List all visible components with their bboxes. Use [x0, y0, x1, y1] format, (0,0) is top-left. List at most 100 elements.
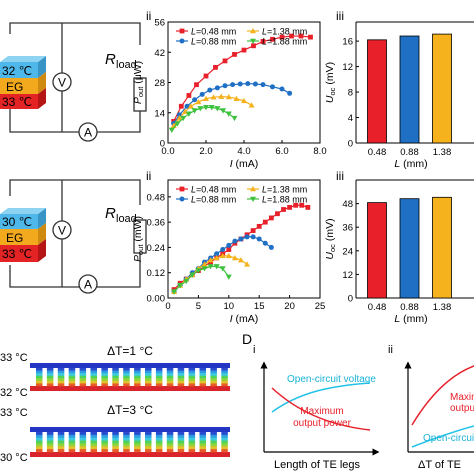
te-leg-segment	[90, 432, 97, 436]
hot-temp-label: 33 ℃	[2, 95, 32, 109]
data-point	[213, 254, 220, 261]
te-leg-segment	[57, 373, 65, 377]
te-leg-segment	[46, 373, 54, 377]
te-leg-segment	[90, 380, 97, 384]
te-leg-segment	[155, 378, 163, 382]
te-leg-segment	[36, 440, 43, 444]
te-leg-segment	[123, 446, 130, 450]
te-leg-segment	[36, 378, 43, 382]
data-point	[305, 204, 311, 210]
x-tick-label: 0.88	[400, 302, 419, 313]
te-leg-segment	[79, 434, 87, 439]
te-leg-segment	[79, 368, 87, 371]
te-leg-segment	[155, 449, 163, 453]
hot-plate	[30, 452, 230, 457]
te-leg-segment	[188, 383, 196, 387]
hot-temp-label: 33 °C	[0, 407, 28, 419]
te-leg-segment	[101, 449, 108, 453]
te-leg-segment	[210, 434, 217, 439]
circuit-wire	[9, 22, 141, 45]
te-leg-segment	[112, 378, 119, 382]
te-leg-segment	[166, 370, 174, 374]
te-leg-segment	[90, 440, 97, 444]
voltage-curve	[411, 425, 474, 448]
x-tick-label: 25	[315, 301, 326, 312]
te-leg-segment	[46, 437, 54, 441]
te-leg-segment	[199, 434, 206, 439]
te-leg-segment	[199, 449, 206, 453]
y-tick-label: 48	[342, 199, 353, 210]
data-point	[299, 202, 305, 208]
te-leg-segment	[68, 437, 76, 441]
cold-plate	[30, 363, 230, 368]
te-leg-segment	[177, 437, 185, 441]
data-point	[232, 52, 237, 57]
te-leg-segment	[188, 446, 196, 450]
te-leg-segment	[123, 443, 130, 447]
data-point	[241, 47, 247, 53]
data-point	[268, 215, 274, 221]
te-leg-segment	[57, 383, 65, 387]
data-point	[201, 266, 208, 272]
te-leg-segment	[36, 446, 43, 450]
te-leg-segment	[210, 446, 217, 450]
data-point	[207, 257, 214, 263]
te-leg-segment	[68, 449, 76, 453]
te-leg-segment	[221, 378, 228, 382]
data-point	[230, 82, 236, 88]
schematic-length: Open-circuit voltage Maximum output powe…	[260, 361, 380, 471]
te-leg-segment	[46, 434, 54, 439]
data-point	[279, 86, 285, 92]
data-point	[275, 211, 280, 217]
te-leg-segment	[112, 434, 119, 439]
te-leg-segment	[155, 370, 163, 374]
te-leg-segment	[166, 446, 174, 450]
series-line	[173, 236, 272, 293]
series-line	[173, 265, 230, 293]
hot-layer	[0, 245, 38, 262]
te-leg-segment	[134, 378, 141, 382]
legend-label: L=1.38 mm	[262, 185, 307, 195]
bar	[399, 198, 420, 299]
te-leg-segment	[68, 432, 76, 436]
panel-label: iii	[336, 9, 344, 23]
data-point	[178, 103, 184, 109]
te-leg-segment	[145, 446, 152, 450]
data-point	[262, 219, 268, 225]
te-leg-segment	[46, 449, 54, 453]
te-leg-segment	[188, 440, 196, 444]
data-point	[179, 38, 185, 44]
te-leg-segment	[79, 378, 87, 382]
te-leg-segment	[46, 368, 54, 371]
te-leg-segment	[90, 375, 97, 379]
te-leg-segment	[36, 383, 43, 387]
te-leg-segment	[134, 368, 141, 371]
te-leg-segment	[112, 440, 119, 444]
curve-label: Open-circuit voltage	[287, 374, 376, 385]
te-leg-segment	[90, 443, 97, 447]
panel-label: ii	[146, 9, 151, 23]
te-leg-segment	[166, 378, 174, 382]
voltmeter-icon	[52, 72, 72, 92]
te-leg-segment	[46, 375, 54, 379]
te-leg-segment	[210, 440, 217, 444]
data-point	[168, 127, 175, 134]
data-point	[219, 266, 226, 272]
data-point	[191, 108, 198, 114]
data-point	[225, 252, 232, 259]
x-tick-label: 5	[196, 301, 201, 312]
te-leg-segment	[90, 383, 97, 387]
x-tick-label: 0.48	[368, 147, 387, 158]
data-point	[237, 257, 244, 263]
te-leg-segment	[123, 368, 130, 371]
y-axis-label: Pout (mW)	[132, 216, 145, 262]
y-tick-label: 16	[342, 37, 353, 48]
y-tick-label: 8	[348, 88, 353, 99]
te-leg-segment	[145, 383, 152, 387]
te-leg-segment	[36, 373, 43, 377]
curve-label: Maximum	[300, 406, 343, 417]
bar	[432, 196, 452, 299]
data-point	[251, 43, 256, 49]
panel-label: iii	[336, 169, 344, 183]
